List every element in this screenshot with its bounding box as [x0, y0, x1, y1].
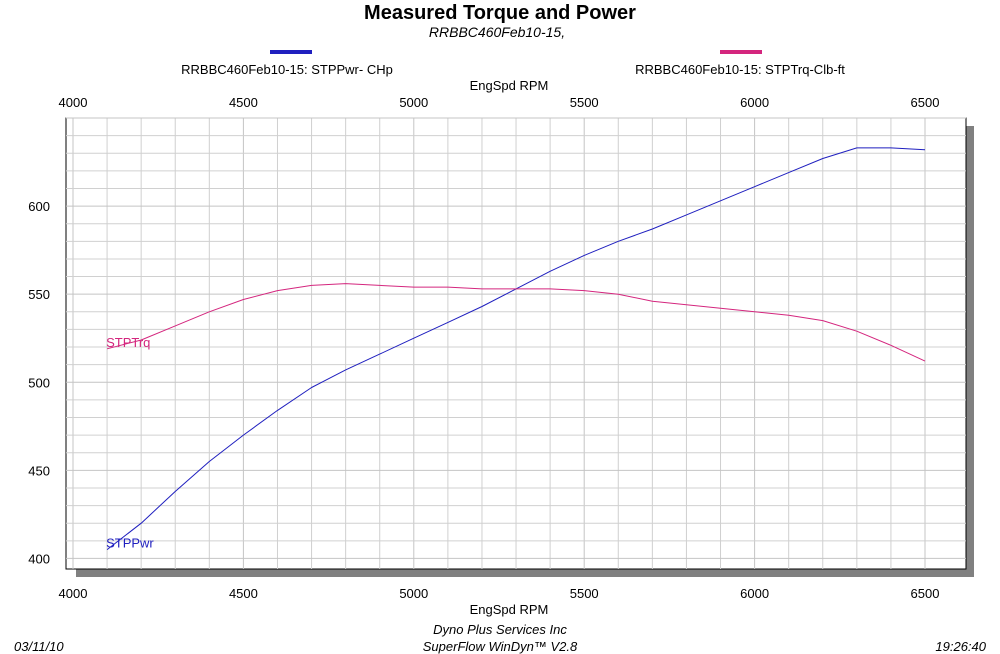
y-tick-label: 600 [28, 199, 50, 214]
chart-title: Measured Torque and Power [364, 2, 636, 24]
x-tick-label-top: 6000 [740, 95, 769, 110]
x-tick-label-bottom: 4000 [59, 586, 88, 601]
footer-company: Dyno Plus Services Inc [433, 622, 567, 637]
plot-shadow-bottom [76, 569, 974, 577]
legend: RRBBC460Feb10-15: STPPwr- CHp RRBBC460Fe… [181, 50, 845, 77]
x-tick-label-top: 4500 [229, 95, 258, 110]
footer-software: SuperFlow WinDyn™ V2.8 [423, 639, 578, 654]
x-axis-label-top: EngSpd RPM [470, 78, 549, 93]
x-tick-label-bottom: 5500 [570, 586, 599, 601]
x-tick-label-bottom: 4500 [229, 586, 258, 601]
grid [66, 117, 966, 569]
tick-labels: 4000 4000 4500 4500 5000 5000 5500 5500 6000 6000… [28, 95, 939, 601]
series-line-torque [106, 283, 926, 362]
chart-subtitle: RRBBC460Feb10-15, [429, 24, 565, 40]
y-tick-label: 400 [28, 551, 50, 566]
y-tick-label: 550 [28, 287, 50, 302]
x-axis-label-bottom: EngSpd RPM [470, 602, 549, 617]
legend-label-torque: RRBBC460Feb10-15: STPTrq-Clb-ft [635, 62, 845, 77]
x-tick-label-top: 5000 [399, 95, 428, 110]
series-tag-torque: STPTrq [106, 335, 150, 350]
x-tick-label-top: 5500 [570, 95, 599, 110]
y-tick-label: 500 [28, 375, 50, 390]
x-tick-label-bottom: 6500 [911, 586, 940, 601]
y-tick-label: 450 [28, 463, 50, 478]
x-tick-label-bottom: 6000 [740, 586, 769, 601]
series-tags: STPPwr STPTrq [106, 335, 154, 551]
footer-date: 03/11/10 [14, 639, 64, 654]
series-lines [106, 147, 926, 550]
plot-shadow-right [966, 126, 974, 576]
x-tick-label-top: 6500 [911, 95, 940, 110]
footer-time: 19:26:40 [935, 639, 986, 654]
legend-label-power: RRBBC460Feb10-15: STPPwr- CHp [181, 62, 393, 77]
series-tag-power: STPPwr [106, 536, 154, 551]
x-tick-label-top: 4000 [59, 95, 88, 110]
x-tick-label-bottom: 5000 [399, 586, 428, 601]
